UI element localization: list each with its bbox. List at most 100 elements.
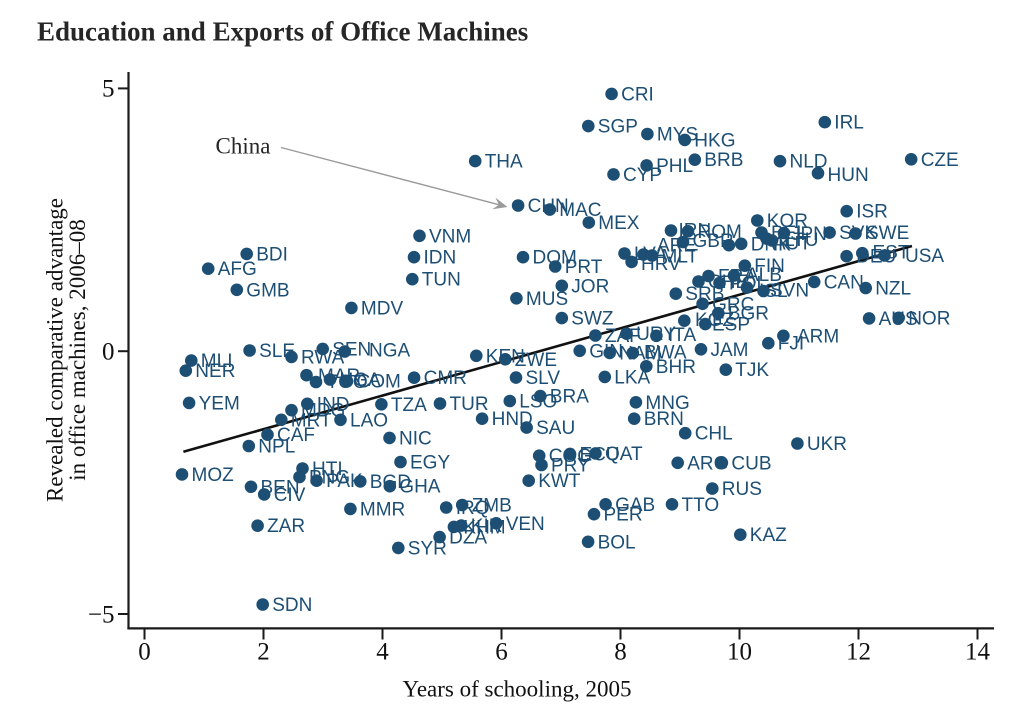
svg-text:JAM: JAM: [711, 340, 749, 361]
svg-text:CYP: CYP: [623, 165, 662, 186]
svg-text:in office machines, 2006–08: in office machines, 2006–08: [65, 219, 90, 480]
svg-text:TZA: TZA: [391, 395, 427, 416]
svg-text:IRL: IRL: [834, 113, 864, 134]
svg-text:NZL: NZL: [875, 279, 911, 300]
svg-text:VEN: VEN: [506, 514, 545, 535]
svg-text:LTU: LTU: [784, 230, 818, 251]
svg-text:QAT: QAT: [605, 444, 643, 465]
svg-text:4: 4: [376, 639, 389, 666]
svg-text:VNM: VNM: [429, 226, 471, 247]
svg-text:MDV: MDV: [361, 298, 404, 319]
svg-text:FIN: FIN: [754, 256, 785, 277]
svg-text:RUS: RUS: [722, 479, 762, 500]
svg-text:TJK: TJK: [735, 360, 769, 381]
svg-text:BHR: BHR: [656, 357, 696, 378]
svg-text:ESP: ESP: [712, 315, 750, 336]
svg-text:12: 12: [846, 639, 871, 666]
svg-text:NIC: NIC: [399, 428, 432, 449]
svg-text:MUS: MUS: [526, 289, 568, 310]
svg-text:0: 0: [138, 639, 151, 666]
svg-text:GAB: GAB: [615, 495, 655, 516]
svg-text:MAC: MAC: [559, 200, 601, 221]
svg-text:IND: IND: [317, 394, 350, 415]
svg-text:UKR: UKR: [807, 434, 847, 455]
svg-text:JPN: JPN: [791, 224, 827, 245]
svg-text:CUB: CUB: [731, 453, 771, 474]
svg-text:KAZ: KAZ: [750, 525, 787, 546]
svg-text:GMB: GMB: [246, 280, 289, 301]
svg-text:ISR: ISR: [856, 202, 888, 223]
svg-text:BRA: BRA: [550, 387, 589, 408]
svg-text:MOZ: MOZ: [192, 465, 235, 486]
svg-text:KWT: KWT: [538, 471, 581, 492]
svg-text:ALB: ALB: [746, 265, 782, 286]
svg-text:SGP: SGP: [598, 117, 638, 138]
svg-text:BWA: BWA: [644, 343, 687, 364]
svg-text:DOM: DOM: [533, 248, 577, 269]
svg-text:ARM: ARM: [797, 326, 839, 347]
svg-text:SWE: SWE: [866, 223, 909, 244]
svg-text:SWZ: SWZ: [571, 309, 614, 330]
svg-text:PRT: PRT: [565, 257, 603, 278]
svg-text:BRN: BRN: [644, 409, 684, 430]
svg-text:AFG: AFG: [218, 259, 257, 280]
svg-text:RWA: RWA: [301, 347, 345, 368]
svg-text:NGA: NGA: [369, 341, 411, 362]
svg-text:BGR: BGR: [728, 304, 769, 325]
svg-text:DZA: DZA: [449, 528, 487, 549]
svg-text:IDN: IDN: [424, 248, 457, 269]
svg-text:2: 2: [257, 639, 270, 666]
svg-text:CAF: CAF: [277, 425, 315, 446]
svg-text:TUR: TUR: [450, 394, 489, 415]
svg-text:SRB: SRB: [685, 284, 724, 305]
svg-text:JOR: JOR: [571, 276, 609, 297]
svg-text:CIV: CIV: [274, 485, 306, 506]
svg-text:SAU: SAU: [536, 418, 575, 439]
svg-text:NER: NER: [195, 361, 235, 382]
svg-text:COM: COM: [357, 372, 401, 393]
svg-text:LKA: LKA: [614, 367, 650, 388]
svg-text:ZMB: ZMB: [472, 496, 512, 517]
svg-text:China: China: [216, 134, 271, 159]
svg-text:CAN: CAN: [824, 272, 864, 293]
svg-text:YEM: YEM: [199, 393, 240, 414]
svg-text:KOR: KOR: [767, 211, 808, 232]
svg-text:NPL: NPL: [258, 437, 295, 458]
svg-text:SLV: SLV: [526, 368, 561, 389]
svg-text:PRY: PRY: [551, 456, 590, 477]
svg-text:BRB: BRB: [704, 150, 743, 171]
svg-text:BOL: BOL: [598, 532, 636, 553]
svg-text:LAO: LAO: [350, 410, 388, 431]
svg-text:SDN: SDN: [272, 595, 312, 616]
svg-text:8: 8: [614, 639, 627, 666]
svg-text:ZAR: ZAR: [267, 516, 305, 537]
svg-text:SYR: SYR: [408, 538, 447, 559]
svg-text:MLT: MLT: [662, 247, 699, 268]
svg-text:TTO: TTO: [682, 495, 720, 516]
svg-text:HKG: HKG: [694, 130, 735, 151]
svg-text:HUN: HUN: [828, 165, 869, 186]
svg-text:TUN: TUN: [422, 270, 461, 291]
svg-text:14: 14: [965, 639, 991, 666]
svg-text:ZWE: ZWE: [515, 350, 557, 371]
svg-text:Education and Exports of Offic: Education and Exports of Office Machines: [37, 17, 528, 47]
svg-text:5: 5: [102, 76, 115, 103]
svg-text:GHA: GHA: [399, 477, 441, 498]
svg-text:PER: PER: [604, 505, 643, 526]
svg-text:EGY: EGY: [410, 453, 450, 474]
svg-text:10: 10: [727, 639, 752, 666]
svg-text:0: 0: [102, 339, 115, 366]
svg-text:ITA: ITA: [668, 325, 696, 346]
svg-text:SVN: SVN: [770, 281, 809, 302]
svg-text:6: 6: [495, 639, 508, 666]
svg-text:PHL: PHL: [656, 156, 693, 177]
svg-text:USA: USA: [905, 246, 944, 267]
svg-text:CHL: CHL: [695, 424, 733, 445]
svg-text:CZE: CZE: [921, 150, 959, 171]
svg-text:Revealed comparative advantage: Revealed comparative advantage: [43, 198, 68, 502]
svg-text:THA: THA: [485, 152, 523, 173]
svg-text:PAK: PAK: [326, 471, 363, 492]
svg-text:MMR: MMR: [360, 499, 405, 520]
svg-text:CRI: CRI: [621, 84, 654, 105]
svg-text:MRT: MRT: [291, 410, 332, 431]
